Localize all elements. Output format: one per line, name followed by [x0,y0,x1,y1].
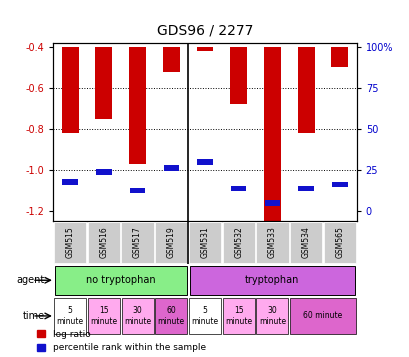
Bar [264,200,279,206]
Text: 5
minute: 5 minute [56,306,83,326]
Text: GSM516: GSM516 [99,226,108,258]
Bar [54,222,86,263]
Bar [129,47,146,164]
Text: 60 minute: 60 minute [303,311,342,321]
Bar [121,298,153,333]
Bar [130,188,145,193]
Bar [289,222,321,263]
Text: time: time [23,311,45,321]
Text: 15
minute: 15 minute [90,306,117,326]
Text: GSM532: GSM532 [234,226,243,258]
Bar [155,222,187,263]
Bar [189,298,220,333]
Bar [256,222,288,263]
Bar [290,298,355,333]
Bar [55,266,186,295]
Bar [298,186,313,191]
Text: GDS96 / 2277: GDS96 / 2277 [156,23,253,37]
Text: GSM515: GSM515 [65,226,74,258]
Bar [230,186,246,191]
Bar [230,47,247,104]
Bar [197,159,212,165]
Text: 60
minute: 60 minute [157,306,184,326]
Text: tryptophan: tryptophan [245,275,299,285]
Bar [96,169,111,175]
Legend: log ratio, percentile rank within the sample: log ratio, percentile rank within the sa… [37,330,205,352]
Bar [155,298,187,333]
Bar [196,47,213,51]
Bar [62,47,79,133]
Bar [331,182,347,187]
Bar [121,222,153,263]
Text: GSM517: GSM517 [133,226,142,258]
Text: GSM519: GSM519 [166,226,175,258]
Text: 5
minute: 5 minute [191,306,218,326]
Text: GSM534: GSM534 [301,226,310,258]
Bar [54,298,86,333]
Bar [189,222,220,263]
Bar [297,47,314,133]
Bar [162,47,179,71]
Text: GSM565: GSM565 [335,226,344,258]
Bar [330,47,347,67]
Text: 30
minute: 30 minute [124,306,151,326]
Bar [222,298,254,333]
Bar [88,222,120,263]
Text: agent: agent [17,275,45,285]
Bar [95,47,112,119]
Bar [256,298,288,333]
Bar [222,222,254,263]
Text: no tryptophan: no tryptophan [86,275,155,285]
Bar [189,266,354,295]
Bar [263,47,280,221]
Bar [62,180,78,185]
Text: 30
minute: 30 minute [258,306,285,326]
Text: GSM533: GSM533 [267,226,276,258]
Bar [163,165,179,171]
Text: 15
minute: 15 minute [225,306,252,326]
Bar [88,298,119,333]
Bar [323,222,355,263]
Text: GSM531: GSM531 [200,226,209,258]
